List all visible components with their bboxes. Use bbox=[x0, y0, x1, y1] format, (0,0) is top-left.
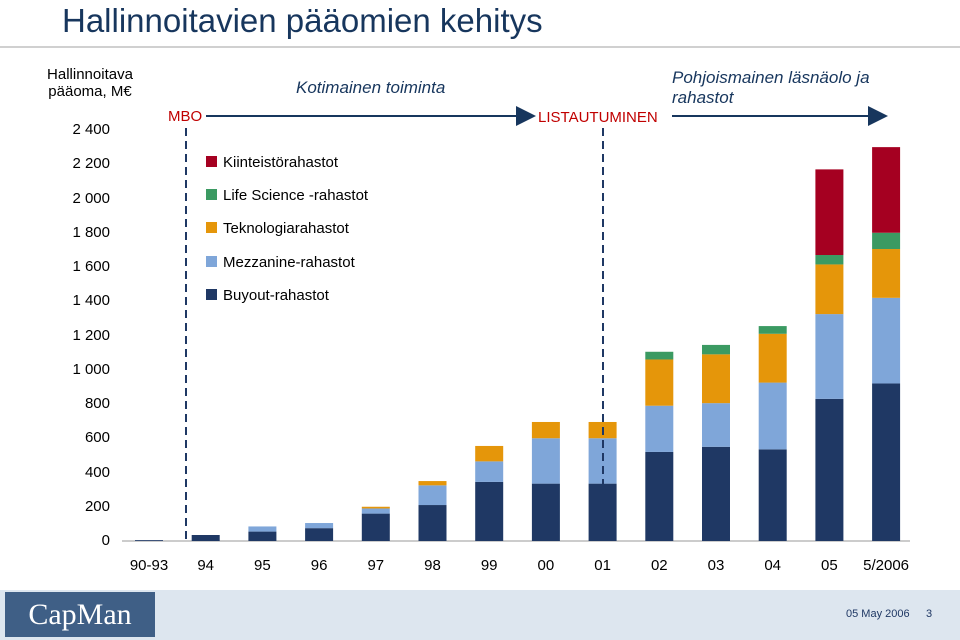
bar-segment bbox=[645, 451, 674, 541]
listing-marker-label: LISTAUTUMINEN bbox=[538, 109, 658, 126]
legend-swatch bbox=[206, 189, 217, 200]
bar-segment bbox=[815, 255, 844, 265]
phase-nordic-label: Pohjoismainen läsnäolo ja rahastot bbox=[672, 68, 870, 107]
bar-segment bbox=[645, 359, 674, 406]
bar-segment bbox=[758, 333, 787, 383]
x-tick-label: 94 bbox=[197, 557, 215, 574]
bar-segment bbox=[418, 481, 447, 486]
bar-segment bbox=[361, 513, 390, 541]
bar-segment bbox=[872, 383, 901, 541]
legend-swatch bbox=[206, 222, 217, 233]
y-tick-label: 1 800 bbox=[72, 223, 110, 241]
bar-segment bbox=[872, 147, 901, 233]
bar-group bbox=[135, 147, 901, 541]
bar-segment bbox=[418, 485, 447, 506]
x-tick-label: 95 bbox=[254, 557, 271, 574]
bar-segment bbox=[475, 445, 504, 462]
y-tick-label: 2 400 bbox=[72, 121, 110, 138]
title-divider bbox=[0, 46, 960, 48]
bar-segment bbox=[815, 314, 844, 399]
bar-segment bbox=[531, 438, 560, 484]
x-tick-label: 02 bbox=[650, 557, 668, 574]
x-tick-label: 05 bbox=[821, 557, 838, 574]
bar-segment bbox=[135, 540, 163, 541]
bar-segment bbox=[815, 169, 844, 256]
y-tick-label: 400 bbox=[84, 463, 110, 481]
bar-segment bbox=[872, 232, 901, 250]
bar-segment bbox=[758, 449, 787, 541]
bar-segment bbox=[758, 326, 787, 334]
legend-swatch bbox=[206, 289, 217, 300]
y-tick-label: 200 bbox=[84, 497, 110, 515]
y-tick-label: 800 bbox=[84, 395, 110, 412]
y-tick-label: 600 bbox=[84, 429, 110, 447]
x-tick-label: 01 bbox=[594, 557, 611, 574]
mbo-marker-label: MBO bbox=[168, 108, 203, 125]
legend-teknologia: Teknologiarahastot bbox=[206, 220, 349, 237]
bar-segment bbox=[758, 382, 787, 450]
page-number: 3 bbox=[926, 608, 933, 620]
bar-segment bbox=[815, 398, 844, 541]
bar-segment bbox=[248, 526, 277, 532]
legend-swatch bbox=[206, 256, 217, 267]
x-tick-label: 90-93 bbox=[129, 557, 169, 574]
bar-segment bbox=[361, 506, 390, 509]
y-tick-label: 1 200 bbox=[72, 326, 110, 344]
legend-life-science: Life Science -rahastot bbox=[206, 187, 368, 204]
footer-bar bbox=[0, 590, 960, 640]
bar-segment bbox=[531, 483, 560, 541]
bar-segment bbox=[815, 264, 844, 315]
y-tick-label: 1 600 bbox=[72, 258, 110, 275]
y-axis-label: Hallinnoitava pääoma, M€ bbox=[47, 66, 133, 100]
x-tick-label: 99 bbox=[480, 557, 498, 574]
bar-segment bbox=[645, 405, 674, 452]
legend-kiinteisto: Kiinteistörahastot bbox=[206, 154, 338, 171]
bar-segment bbox=[305, 528, 334, 541]
bar-segment bbox=[191, 535, 220, 541]
bar-segment bbox=[702, 344, 730, 355]
bar-segment bbox=[418, 505, 447, 541]
legend-swatch bbox=[206, 156, 217, 167]
page-title: Hallinnoitavien pääomien kehitys bbox=[62, 2, 543, 39]
bar-segment bbox=[645, 351, 674, 360]
footer-date: 05 May 2006 bbox=[846, 608, 910, 620]
bar-segment bbox=[702, 403, 730, 447]
y-tick-label: 1 000 bbox=[72, 360, 110, 378]
bar-segment bbox=[531, 421, 560, 439]
y-tick-label: 2 200 bbox=[72, 155, 110, 173]
y-tick-label: 1 400 bbox=[72, 292, 110, 310]
bar-segment bbox=[475, 481, 504, 541]
x-tick-label: 98 bbox=[424, 557, 441, 574]
phase-domestic-label: Kotimainen toiminta bbox=[296, 78, 446, 97]
x-tick-label: 97 bbox=[367, 557, 385, 574]
legend-buyout: Buyout-rahastot bbox=[206, 287, 329, 304]
bar-segment bbox=[702, 354, 730, 404]
x-tick-label: 96 bbox=[310, 557, 328, 574]
capman-logo: CapMan bbox=[5, 592, 155, 637]
bar-segment bbox=[248, 531, 277, 541]
bar-segment bbox=[361, 508, 390, 514]
bar-segment bbox=[475, 461, 504, 482]
bar-segment bbox=[872, 297, 901, 384]
x-tick-label: 03 bbox=[707, 557, 725, 574]
bar-segment bbox=[305, 523, 334, 529]
bar-segment bbox=[702, 446, 730, 541]
x-tick-label: 00 bbox=[537, 557, 555, 574]
x-tick-label: 5/2006 bbox=[863, 557, 910, 574]
y-tick-label: 2 000 bbox=[72, 189, 110, 207]
x-tick-label: 04 bbox=[764, 557, 782, 574]
bar-segment bbox=[872, 249, 901, 298]
y-tick-label: 0 bbox=[101, 532, 110, 549]
legend-mezzanine: Mezzanine-rahastot bbox=[206, 254, 355, 271]
